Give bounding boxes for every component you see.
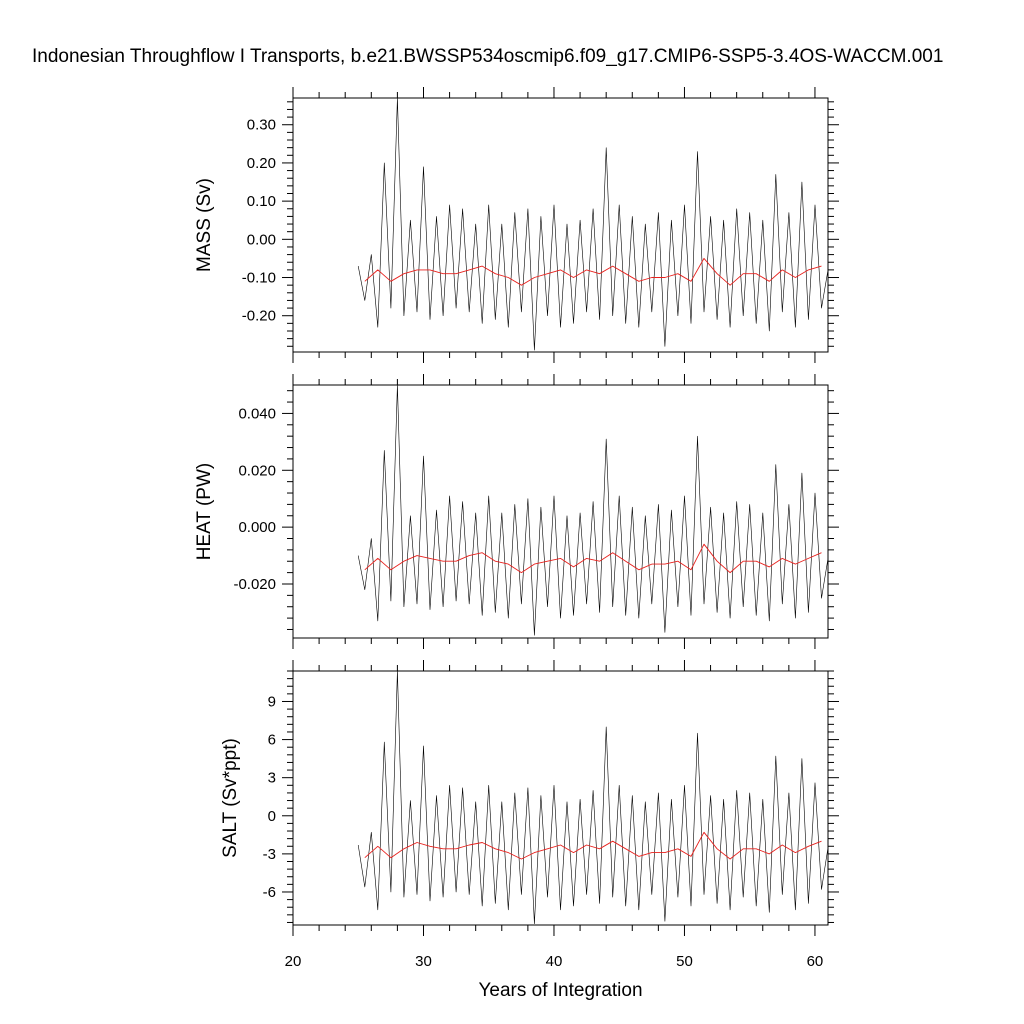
heat-y-tick-label: 0.020	[238, 462, 276, 479]
mass-annual-mean-line	[364, 257, 822, 286]
heat-y-axis-label: HEAT (PW)	[194, 463, 215, 560]
mass-y-axis-label: MASS (Sv)	[194, 178, 215, 272]
salt-x-tick-label: 30	[415, 953, 432, 970]
salt-y-tick-label: 6	[268, 732, 276, 749]
salt-x-tick-label: 40	[546, 953, 563, 970]
salt-x-tick-label: 20	[285, 953, 302, 970]
salt-annual-mean-line	[364, 831, 822, 860]
mass-y-tick-label: 0.30	[247, 117, 276, 134]
salt-y-tick-label: 0	[268, 808, 276, 825]
salt-y-tick-label: 3	[268, 770, 276, 787]
mass-raw-series-line	[357, 97, 829, 351]
mass-y-tick-label: 0.20	[247, 155, 276, 172]
salt-x-tick-label: 60	[807, 953, 824, 970]
heat-y-tick-label: 0.040	[238, 405, 276, 422]
salt-y-tick-label: -3	[263, 846, 276, 863]
heat-annual-mean-line	[364, 543, 822, 574]
chart-title: Indonesian Throughflow I Transports, b.e…	[32, 46, 944, 67]
mass-plot-frame	[292, 97, 829, 353]
mass-y-tick-label: -0.20	[242, 308, 276, 325]
mass-y-tick-label: 0.10	[247, 193, 276, 210]
mass-y-tick-label: -0.10	[242, 270, 276, 287]
salt-x-tick-label: 50	[676, 953, 693, 970]
salt-y-tick-label: -6	[263, 884, 276, 901]
x-axis-label: Years of Integration	[478, 980, 642, 1001]
salt-y-axis-label: SALT (Sv*ppt)	[220, 738, 241, 858]
mass-y-tick-label: 0.00	[247, 231, 276, 248]
heat-plot-frame	[292, 384, 829, 639]
heat-panel: 0.040 0.020 0.000 -0.020 HEAT (PW)	[194, 374, 839, 649]
heat-raw-series-line	[357, 384, 829, 636]
salt-y-tick-label: 9	[268, 693, 276, 710]
mass-panel: 0.30 0.20 0.10 0.00 -0.10 -0.20 MASS (Sv)	[194, 87, 839, 363]
heat-y-tick-label: 0.000	[238, 519, 276, 536]
salt-raw-series-line	[357, 670, 829, 925]
salt-plot-frame	[292, 670, 829, 926]
heat-y-tick-label: -0.020	[233, 576, 276, 593]
